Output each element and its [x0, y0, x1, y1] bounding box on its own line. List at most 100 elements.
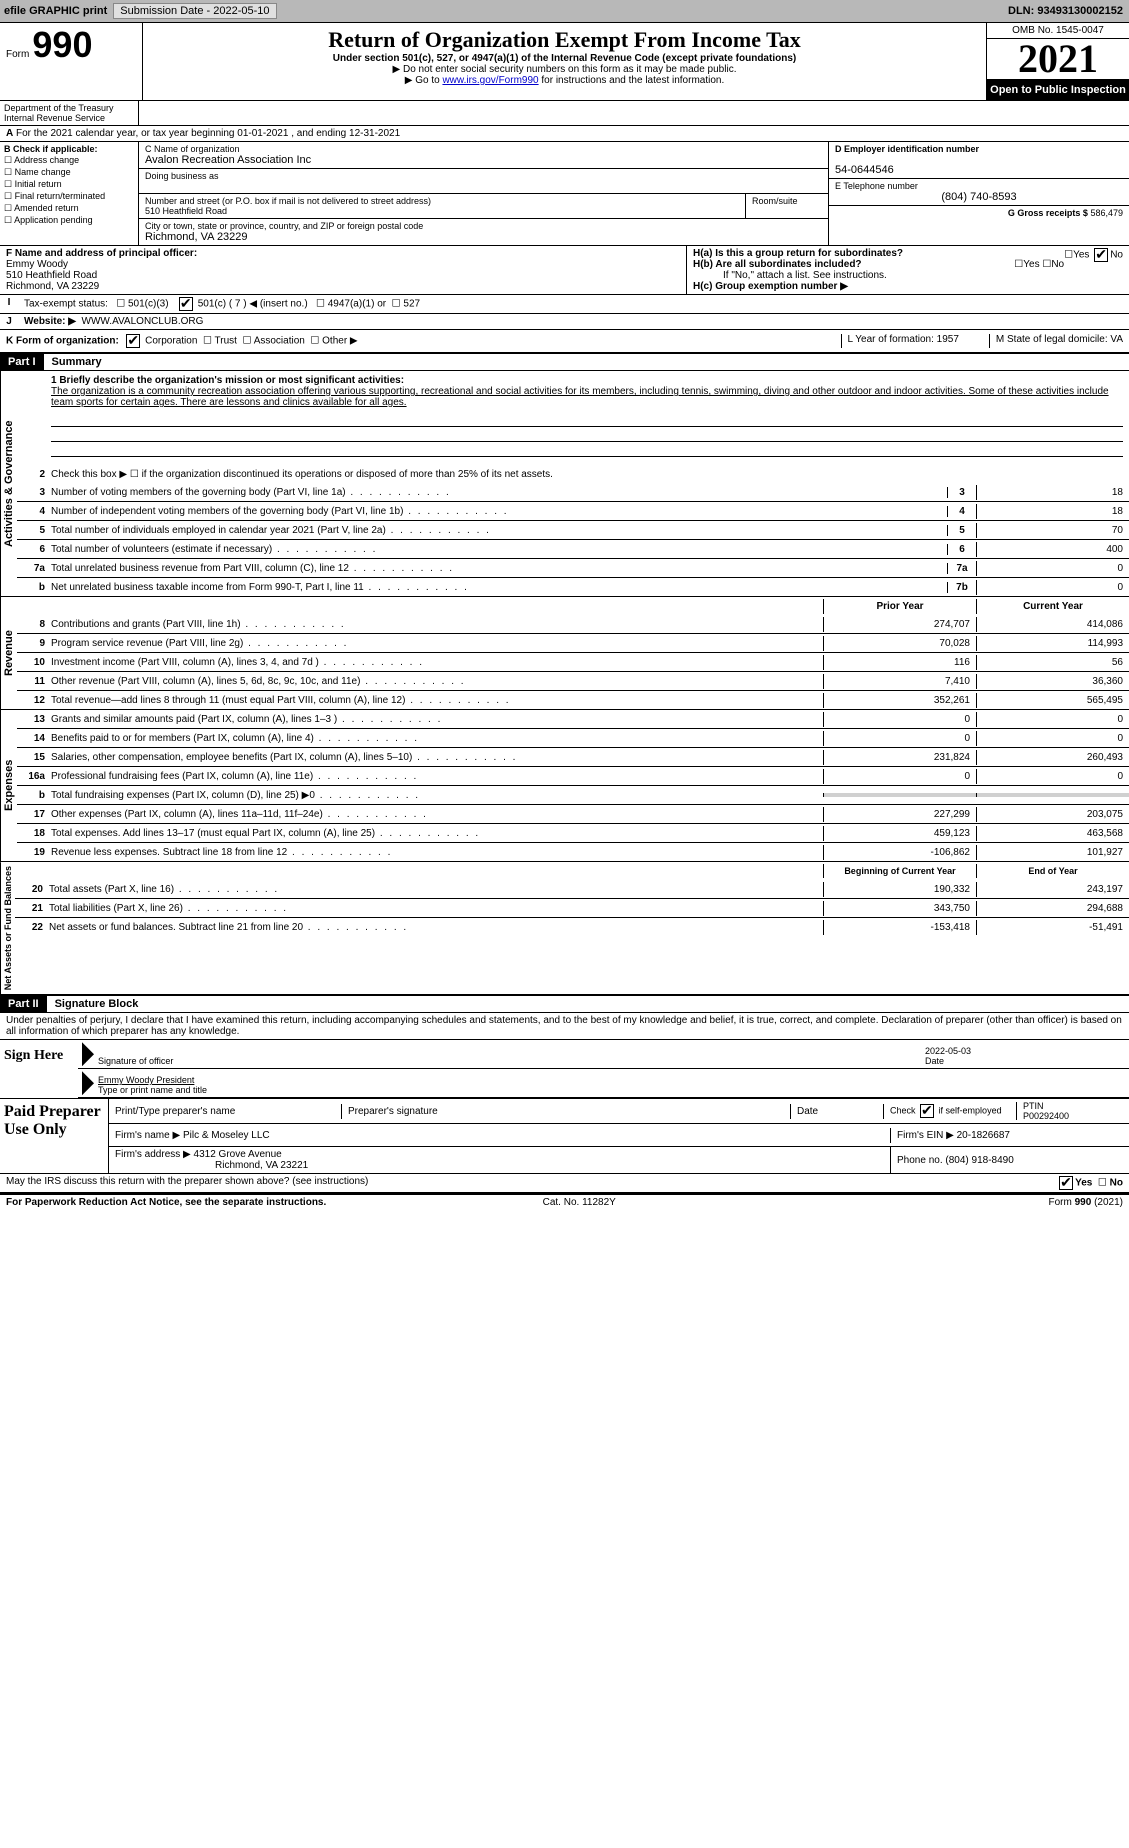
q1-label: 1 Briefly describe the organization's mi… — [51, 375, 404, 386]
officer-box: F Name and address of principal officer:… — [0, 246, 687, 294]
sum-line: 18 Total expenses. Add lines 13–17 (must… — [17, 823, 1129, 842]
discuss-answer: Yes ☐ No — [1057, 1176, 1123, 1190]
form-number-box: Form 990 — [0, 23, 143, 100]
rev-vert-label: Revenue — [0, 597, 17, 709]
paid-left-label: Paid Preparer Use Only — [0, 1099, 108, 1173]
subtitle: Under section 501(c), 527, or 4947(a)(1)… — [151, 53, 978, 64]
check-address-label: Address change — [14, 155, 79, 165]
prep-name-label: Print/Type preparer's name — [109, 1104, 342, 1119]
current-value: 243,197 — [976, 882, 1129, 897]
bcd-block: B Check if applicable: ☐ Address change … — [0, 142, 1129, 246]
line-cell-num: 3 — [947, 487, 976, 498]
line-num: 8 — [17, 619, 51, 630]
street-label: Number and street (or P.O. box if mail i… — [145, 196, 431, 206]
website-label: Website: ▶ — [24, 316, 76, 327]
blank-line-2 — [51, 427, 1123, 442]
line-text: Total revenue—add lines 8 through 11 (mu… — [51, 695, 823, 706]
k-corp-check — [126, 334, 140, 348]
current-value: 203,075 — [976, 807, 1129, 822]
sig-date-label: Date — [925, 1056, 944, 1066]
line-num: 19 — [17, 847, 51, 858]
line-text: Total number of volunteers (estimate if … — [51, 544, 947, 555]
line-num: 4 — [17, 506, 51, 517]
check-pending-label: Application pending — [14, 215, 93, 225]
officer-name: Emmy Woody — [6, 259, 68, 270]
sum-line: b Total fundraising expenses (Part IX, c… — [17, 785, 1129, 804]
firm-ein-label: Firm's EIN ▶ — [897, 1130, 954, 1141]
goto-pre: ▶ Go to — [405, 75, 443, 86]
current-value: 463,568 — [976, 826, 1129, 841]
firm-addr-box: Firm's address ▶ 4312 Grove Avenue Richm… — [109, 1147, 891, 1173]
line-num: 21 — [15, 903, 49, 914]
q2-text: Check this box ▶ ☐ if the organization d… — [51, 469, 1129, 480]
irs-link[interactable]: www.irs.gov/Form990 — [442, 75, 538, 86]
line-num: 6 — [17, 544, 51, 555]
line-value: 18 — [976, 504, 1129, 519]
hb-yes: Yes — [1023, 259, 1039, 270]
officer-addr2: Richmond, VA 23229 — [6, 281, 99, 292]
line-text: Program service revenue (Part VIII, line… — [51, 638, 823, 649]
submission-date-button[interactable]: Submission Date - 2022-05-10 — [113, 3, 276, 19]
ha-no: No — [1110, 250, 1123, 261]
line-num: 13 — [17, 714, 51, 725]
prior-value: 0 — [823, 731, 976, 746]
sum-line: 4 Number of independent voting members o… — [17, 501, 1129, 520]
name-title-value: Emmy Woody President — [98, 1075, 194, 1085]
line-num: 16a — [17, 771, 51, 782]
discuss-row: May the IRS discuss this return with the… — [0, 1173, 1129, 1194]
firm-ein-box: Firm's EIN ▶ 20-1826687 — [891, 1128, 1129, 1143]
rev-header-row: Prior Year Current Year — [17, 597, 1129, 615]
sum-line: 14 Benefits paid to or for members (Part… — [17, 728, 1129, 747]
col-c: C Name of organization Avalon Recreation… — [139, 142, 829, 245]
sum-line: b Net unrelated business taxable income … — [17, 577, 1129, 596]
phone-label: E Telephone number — [835, 181, 918, 191]
sign-here-label: Sign Here — [0, 1040, 78, 1098]
k-label: K Form of organization: — [6, 336, 119, 347]
line-num: 20 — [15, 884, 49, 895]
k-other: Other ▶ — [322, 336, 357, 347]
k-assoc: Association — [254, 336, 305, 347]
tax-status-label: Tax-exempt status: — [24, 299, 108, 310]
open-public-badge: Open to Public Inspection — [987, 80, 1129, 100]
part2-header: Part II — [0, 996, 47, 1012]
rev-table: Revenue Prior Year Current Year 8 Contri… — [0, 597, 1129, 710]
opt-527: 527 — [403, 299, 420, 310]
sum-line: 17 Other expenses (Part IX, column (A), … — [17, 804, 1129, 823]
current-value: 0 — [976, 769, 1129, 784]
form-no: Form 990 (2021) — [1049, 1197, 1123, 1208]
current-value: 260,493 — [976, 750, 1129, 765]
current-value: 56 — [976, 655, 1129, 670]
line-text: Contributions and grants (Part VIII, lin… — [51, 619, 823, 630]
part2-title: Signature Block — [47, 996, 147, 1012]
end-header: End of Year — [976, 864, 1129, 878]
form-label: Form — [6, 49, 29, 60]
ein-label: D Employer identification number — [835, 144, 979, 154]
penalty-text: Under penalties of perjury, I declare th… — [0, 1013, 1129, 1040]
name-title-field: Emmy Woody PresidentType or print name a… — [98, 1075, 1125, 1095]
line-text: Total unrelated business revenue from Pa… — [51, 563, 947, 574]
line-text: Salaries, other compensation, employee b… — [51, 752, 823, 763]
line-value: 70 — [976, 523, 1129, 538]
line-num: 11 — [17, 676, 51, 687]
sum-line: 19 Revenue less expenses. Subtract line … — [17, 842, 1129, 861]
sig-officer-field: Signature of officer — [98, 1046, 925, 1066]
sig-date-field: 2022-05-03Date — [925, 1046, 1125, 1066]
line-cell-num: 7a — [947, 563, 976, 574]
line-num: b — [17, 790, 51, 801]
paperwork-text: For Paperwork Reduction Act Notice, see … — [6, 1197, 326, 1208]
paid-r3: Firm's address ▶ 4312 Grove Avenue Richm… — [109, 1147, 1129, 1173]
l-year: L Year of formation: 1957 — [841, 334, 959, 348]
line-text: Total fundraising expenses (Part IX, col… — [51, 790, 823, 801]
sig-date-value: 2022-05-03 — [925, 1046, 971, 1056]
line-cell-num: 6 — [947, 544, 976, 555]
check-name: ☐ Name change — [4, 167, 134, 178]
prior-value: 0 — [823, 712, 976, 727]
hc-row: H(c) Group exemption number ▶ — [693, 281, 1123, 292]
line-text: Net unrelated business taxable income fr… — [51, 582, 947, 593]
prior-value — [823, 793, 976, 797]
discuss-no: No — [1110, 1178, 1123, 1189]
sum-line: 9 Program service revenue (Part VIII, li… — [17, 633, 1129, 652]
line-text: Grants and similar amounts paid (Part IX… — [51, 714, 823, 725]
sum-line: 20 Total assets (Part X, line 16) 190,33… — [15, 880, 1129, 898]
street-row: Number and street (or P.O. box if mail i… — [139, 194, 828, 219]
